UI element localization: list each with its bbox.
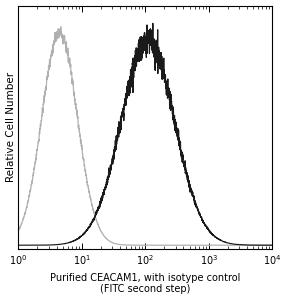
X-axis label: Purified CEACAM1, with isotype control
(FITC second step): Purified CEACAM1, with isotype control (… <box>50 273 241 294</box>
Y-axis label: Relative Cell Number: Relative Cell Number <box>5 72 15 182</box>
